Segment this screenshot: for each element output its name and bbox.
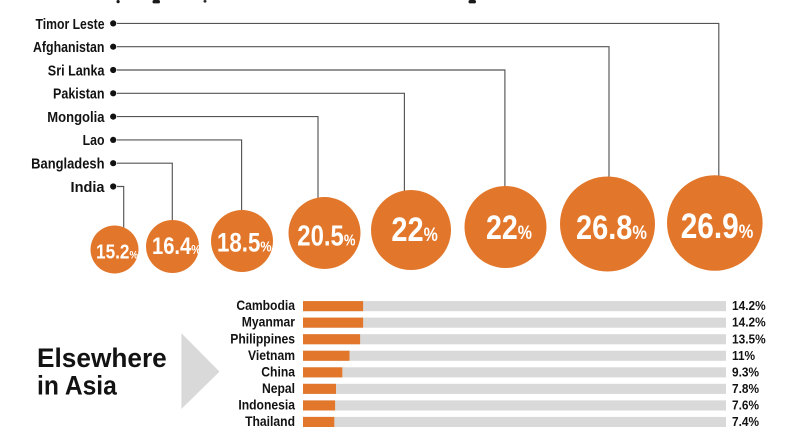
svg-text:14.2%: 14.2% [732, 299, 766, 313]
svg-text:Afghanistan: Afghanistan [33, 39, 105, 55]
svg-text:China: China [261, 364, 296, 380]
svg-text:India: India [71, 180, 106, 196]
svg-text:11%: 11% [732, 349, 755, 363]
svg-text:9.3%: 9.3% [732, 365, 759, 379]
svg-text:Nepal: Nepal [262, 380, 295, 396]
svg-text:Pakistan: Pakistan [53, 84, 104, 101]
svg-text:Philippines: Philippines [230, 331, 295, 347]
svg-text:Mongolia: Mongolia [47, 108, 104, 125]
svg-text:14.2%: 14.2% [732, 315, 766, 329]
svg-text:15.2%: 15.2% [96, 241, 139, 264]
svg-text:7.4%: 7.4% [732, 415, 759, 429]
svg-text:Timor Leste: Timor Leste [35, 16, 104, 32]
svg-text:Elsewhere: Elsewhere [37, 343, 167, 373]
svg-text:Sri Lanka: Sri Lanka [48, 61, 105, 78]
svg-text:Lao: Lao [83, 132, 105, 148]
svg-text:26.9%: 26.9% [681, 206, 754, 246]
svg-text:Vietnam: Vietnam [248, 347, 295, 363]
svg-text:7.8%: 7.8% [732, 382, 759, 396]
svg-text:in Asia: in Asia [37, 372, 118, 401]
svg-text:Indonesia: Indonesia [238, 397, 295, 413]
svg-text:Myanmar: Myanmar [242, 314, 295, 330]
svg-text:Bangladesh: Bangladesh [31, 155, 104, 172]
svg-text:7.6%: 7.6% [732, 398, 759, 412]
svg-text:Thailand: Thailand [245, 413, 295, 429]
svg-text:Cambodia: Cambodia [236, 298, 295, 314]
svg-text:13.5%: 13.5% [732, 332, 766, 346]
